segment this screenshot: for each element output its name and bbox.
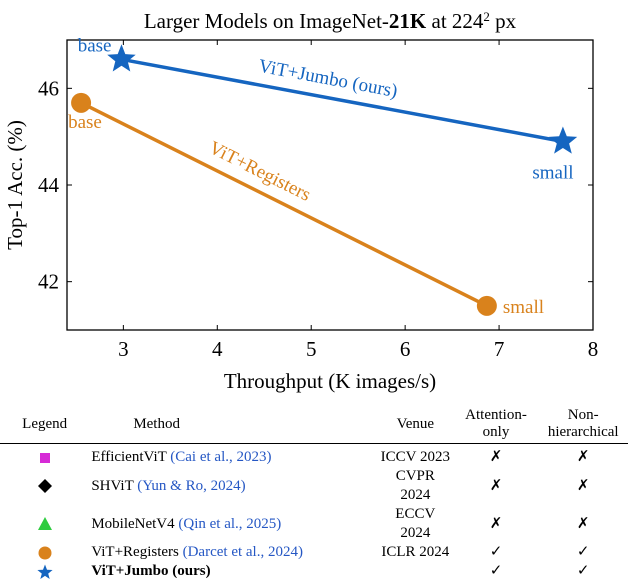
series-line	[81, 103, 487, 306]
header-legend: Legend	[0, 405, 89, 444]
legend-marker-cell	[0, 444, 89, 468]
y-axis-label: Top-1 Acc. (%)	[3, 120, 27, 250]
methods-table: Legend Method Venue Attention-only Non-h…	[0, 405, 628, 581]
point-label: small	[532, 163, 573, 184]
x-tick-label: 6	[400, 337, 411, 361]
method-name: ViT+Jumbo (ours)	[91, 563, 210, 579]
check-icon: ✓	[538, 543, 628, 562]
circle-marker	[38, 546, 51, 559]
header-attention-only: Attention-only	[454, 405, 539, 444]
venue-cell: ECCV 2024	[377, 505, 454, 543]
venue-cell: ICLR 2024	[377, 543, 454, 562]
series-layer: ViT+Jumbo (ours)basesmallViT+Registersba…	[68, 35, 577, 318]
legend-marker-diamond	[37, 478, 53, 494]
circle-marker	[71, 93, 91, 113]
legend-marker-triangle	[37, 516, 53, 532]
method-cell: ViT+Jumbo (ours)	[89, 562, 377, 581]
header-method: Method	[89, 405, 377, 444]
table-row: EfficientViT (Cai et al., 2023)ICCV 2023…	[0, 444, 628, 468]
table-row: SHViT (Yun & Ro, 2024)CVPR 2024✗✗	[0, 467, 628, 505]
series-name-label: ViT+Jumbo (ours)	[257, 56, 399, 102]
x-tick-label: 8	[588, 337, 599, 361]
table-row: MobileNetV4 (Qin et al., 2025)ECCV 2024✗…	[0, 505, 628, 543]
cross-icon: ✗	[538, 505, 628, 543]
cross-icon: ✗	[454, 505, 539, 543]
triangle-marker	[38, 517, 52, 530]
circle-marker	[477, 296, 497, 316]
table-row: ViT+Jumbo (ours) ✓✓	[0, 562, 628, 581]
y-tick-label: 42	[38, 270, 59, 294]
method-cell: ViT+Registers (Darcet et al., 2024)	[89, 543, 377, 562]
header-venue: Venue	[377, 405, 454, 444]
check-icon: ✓	[538, 562, 628, 581]
diamond-marker	[38, 479, 52, 493]
table-body: EfficientViT (Cai et al., 2023)ICCV 2023…	[0, 444, 628, 581]
table-header-row: Legend Method Venue Attention-only Non-h…	[0, 405, 628, 444]
check-icon: ✓	[454, 543, 539, 562]
point-label: base	[78, 35, 112, 56]
citation-link[interactable]: (Qin et al., 2025)	[178, 516, 281, 532]
cross-icon: ✗	[538, 467, 628, 505]
legend-marker-square	[37, 450, 53, 466]
y-tick-label: 44	[38, 173, 60, 197]
citation-link[interactable]: (Cai et al., 2023)	[170, 449, 271, 465]
method-cell: MobileNetV4 (Qin et al., 2025)	[89, 505, 377, 543]
x-tick-label: 7	[494, 337, 505, 361]
method-name: MobileNetV4	[91, 516, 178, 532]
x-tick-label: 3	[118, 337, 129, 361]
x-tick-label: 5	[306, 337, 317, 361]
header-non-hierarchical: Non-hierarchical	[538, 405, 628, 444]
legend-marker-star	[37, 564, 53, 580]
x-axis-label: Throughput (K images/s)	[224, 369, 436, 393]
check-icon: ✓	[454, 562, 539, 581]
chart-title: Larger Models on ImageNet-21K at 2242 px	[144, 9, 517, 34]
method-name: EfficientViT	[91, 449, 170, 465]
citation-link[interactable]: (Darcet et al., 2024)	[183, 544, 303, 560]
legend-marker-circle	[37, 545, 53, 561]
star-marker	[549, 127, 578, 154]
y-tick-label: 46	[38, 76, 59, 100]
method-cell: EfficientViT (Cai et al., 2023)	[89, 444, 377, 468]
chart: Larger Models on ImageNet-21K at 2242 px…	[0, 0, 628, 405]
method-name: SHViT	[91, 478, 137, 494]
legend-marker-cell	[0, 562, 89, 581]
star-marker	[37, 564, 52, 579]
legend-marker-cell	[0, 543, 89, 562]
venue-cell: ICCV 2023	[377, 444, 454, 468]
cross-icon: ✗	[454, 444, 539, 468]
venue-cell: CVPR 2024	[377, 467, 454, 505]
venue-cell	[377, 562, 454, 581]
method-name: ViT+Registers	[91, 544, 182, 560]
citation-link[interactable]: (Yun & Ro, 2024)	[137, 478, 245, 494]
method-cell: SHViT (Yun & Ro, 2024)	[89, 467, 377, 505]
cross-icon: ✗	[538, 444, 628, 468]
square-marker	[40, 453, 50, 463]
table-row: ViT+Registers (Darcet et al., 2024)ICLR …	[0, 543, 628, 562]
point-label: base	[68, 112, 102, 133]
cross-icon: ✗	[454, 467, 539, 505]
legend-marker-cell	[0, 505, 89, 543]
point-label: small	[503, 297, 544, 318]
legend-marker-cell	[0, 467, 89, 505]
x-tick-label: 4	[212, 337, 223, 361]
